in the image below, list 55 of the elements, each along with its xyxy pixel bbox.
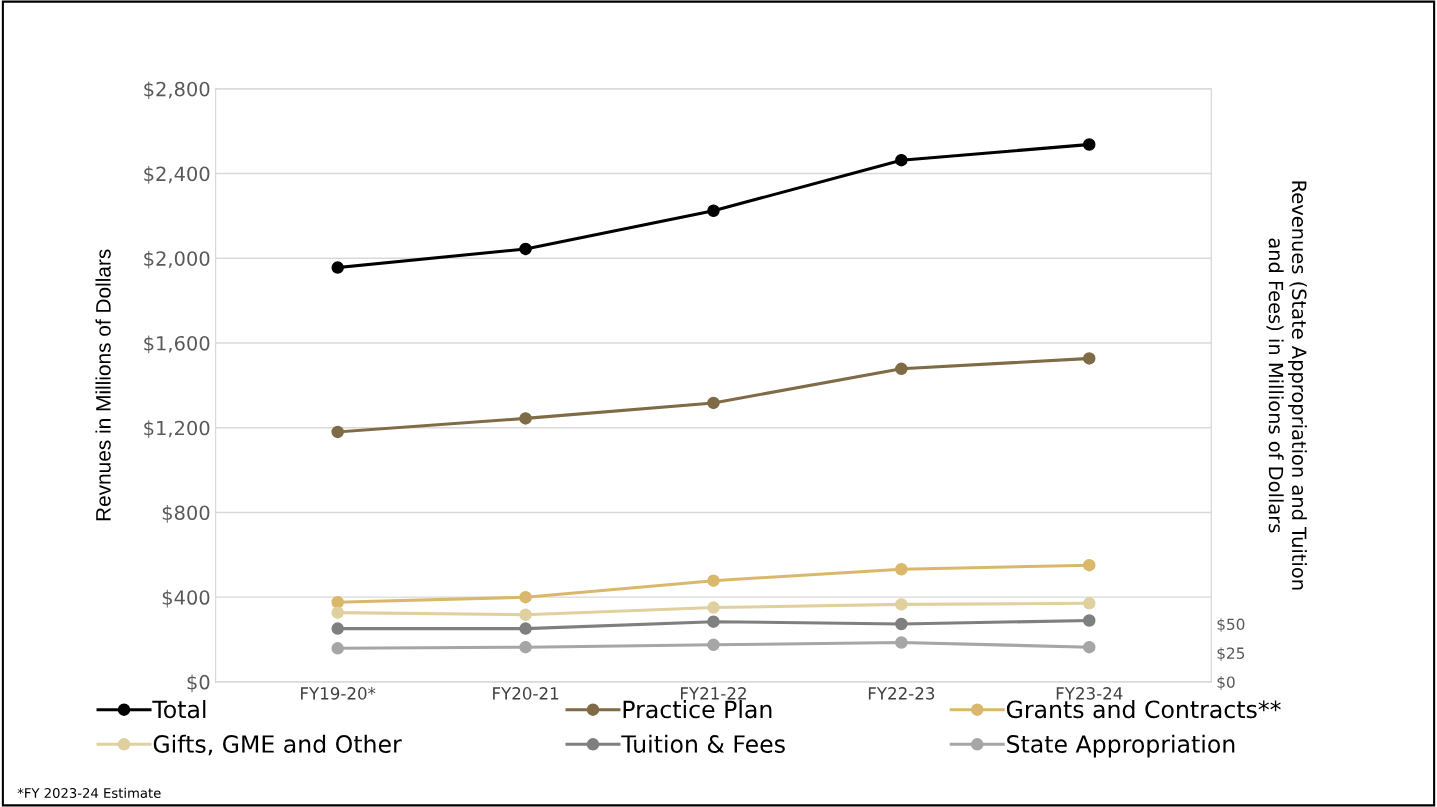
x-tick-label: FY22-23 [868,687,935,700]
point [895,598,908,611]
y-tick-label: $0 [187,674,210,693]
point [707,574,720,587]
point [331,606,344,619]
point [519,608,532,622]
point [1083,352,1096,365]
point [519,622,532,635]
point [1083,138,1096,151]
x-tick-label: FY20-21 [493,687,559,700]
point [707,638,720,652]
point [1083,597,1096,610]
y-tick-label: $1,600 [144,335,210,354]
legend-label: Tuition & Fees [621,734,785,753]
y-tick-label: $2,000 [144,250,210,269]
legend-label: Gifts, GME and Other [153,734,402,756]
y2-tick-label: $0 [1217,676,1235,690]
y-axis-title: Revnues in Millions of Dollars [95,249,111,521]
legend-label: State Appropriation [1007,734,1235,758]
y-tick-label: $1,200 [144,420,210,438]
point [895,153,908,167]
x-tick-label: FY19-20* [301,687,376,700]
point [519,590,532,604]
point [331,642,344,655]
point [707,615,720,628]
point [895,362,908,376]
point [331,622,344,635]
point [1083,614,1096,627]
y-tick-label: $800 [162,505,210,523]
legend-label: Total [152,700,206,719]
y-tick-label: $2,400 [144,166,210,184]
point [519,242,532,256]
point [519,412,532,425]
point [707,601,720,614]
point [519,640,532,654]
text: *FY 2023-24 Estimate [17,787,161,798]
y-tick-label: $2,800 [144,81,210,100]
legend-label: Grants and Contracts** [1006,700,1281,719]
point [1083,558,1096,572]
point [1083,640,1096,654]
legend-label: Practice Plan [623,700,772,719]
x-tick-label: FY23-24 [1056,687,1123,700]
point [895,617,908,631]
x-tick-label: FY21-22 [681,687,746,700]
point [895,562,908,576]
point [331,261,344,274]
y-tick-label: $400 [162,589,210,608]
y2-tick-label: $50 [1217,618,1245,633]
point [331,596,344,609]
point [707,396,720,410]
y2-tick-label: $25 [1217,647,1245,661]
y2-axis-title: Revenues (State Appropriation and Tuition and Fees) in Millions of Dollars [1266,181,1307,590]
point [707,204,720,218]
point [895,636,908,649]
point [331,425,344,439]
